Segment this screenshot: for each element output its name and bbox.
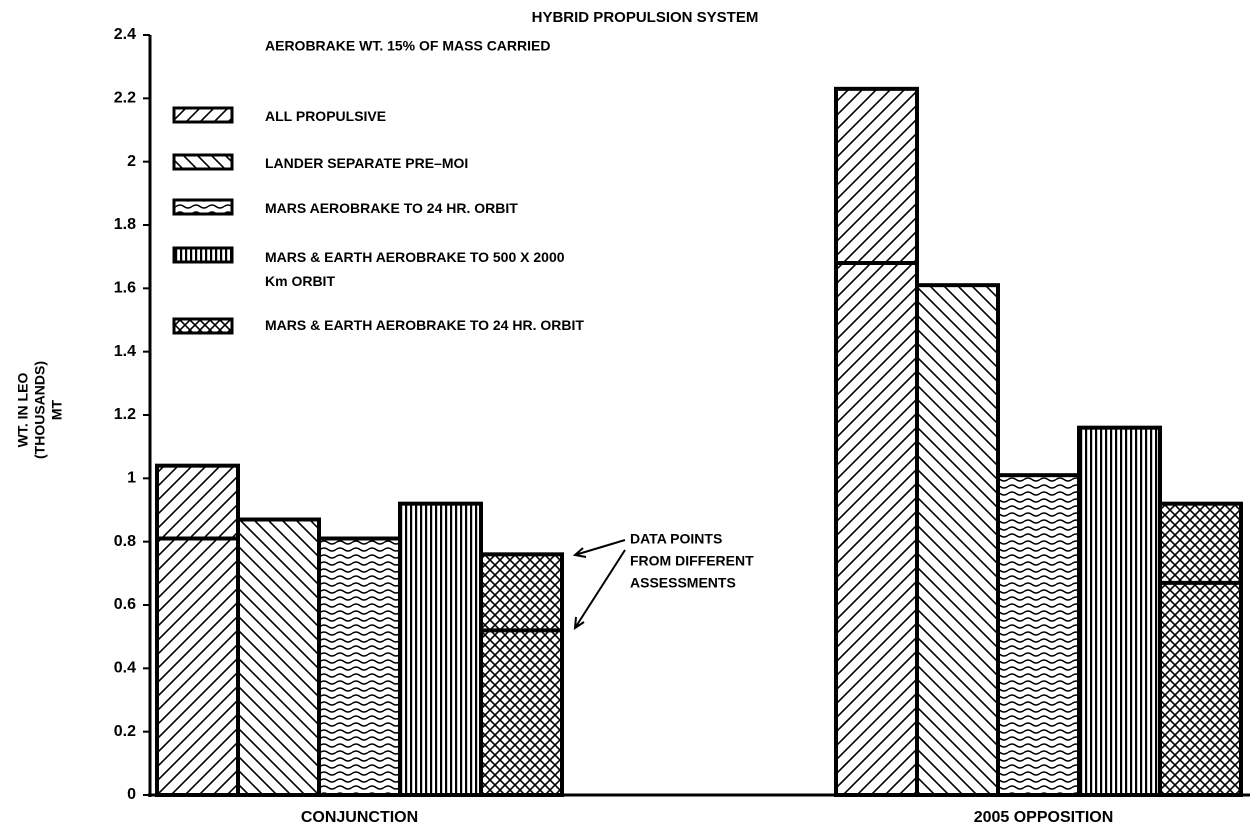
legend-swatch	[172, 106, 234, 124]
bar	[479, 552, 564, 797]
y-axis-label: MT	[49, 399, 65, 420]
y-tick-label: 0.4	[114, 660, 136, 677]
y-tick-label: 1.8	[114, 216, 136, 233]
annotation-arrows	[572, 539, 626, 630]
y-tick-label: 2	[127, 153, 136, 170]
legend-label: MARS & EARTH AEROBRAKE TO 24 HR. ORBIT	[265, 317, 584, 333]
bar	[996, 473, 1081, 797]
legend-swatch	[172, 317, 234, 335]
y-tick-label: 0.6	[114, 596, 136, 613]
subtitle: AEROBRAKE WT. 15% OF MASS CARRIED	[265, 38, 550, 54]
legend-label: MARS AEROBRAKE TO 24 HR. ORBIT	[265, 200, 518, 216]
annotation: DATA POINTS	[630, 531, 722, 547]
y-axis-label: WT. IN LEO	[15, 373, 31, 448]
y-tick-label: 1.4	[114, 343, 136, 360]
x-tick-label: 2005 OPPOSITION	[974, 809, 1114, 826]
legend-label: ALL PROPULSIVE	[265, 108, 387, 124]
bar	[1077, 425, 1162, 797]
chart-title: HYBRID PROPULSION SYSTEM	[532, 9, 759, 26]
y-tick-label: 1	[127, 470, 136, 487]
bar	[155, 463, 240, 797]
bar	[398, 501, 483, 797]
y-tick-label: 2.4	[114, 26, 136, 43]
y-axis-label: (THOUSANDS)	[32, 361, 48, 459]
x-tick-label: CONJUNCTION	[301, 809, 418, 826]
y-tick-label: 0.2	[114, 723, 136, 740]
bar	[834, 86, 919, 798]
y-tick-label: 0.8	[114, 533, 136, 550]
bar	[236, 517, 321, 797]
legend-swatch	[172, 198, 234, 216]
y-tick-label: 2.2	[114, 90, 136, 107]
annotation: FROM DIFFERENT	[630, 553, 754, 569]
y-tick-label: 0	[127, 786, 136, 803]
legend-label: MARS & EARTH AEROBRAKE TO 500 X 2000 Km …	[265, 249, 565, 289]
legend-swatch	[172, 246, 234, 264]
annotation: ASSESSMENTS	[630, 575, 736, 591]
bar	[1158, 501, 1243, 797]
y-tick-label: 1.2	[114, 406, 136, 423]
legend-swatch	[172, 153, 234, 171]
bar	[317, 536, 402, 797]
bar	[915, 283, 1000, 797]
y-tick-label: 1.6	[114, 280, 136, 297]
legend-label: LANDER SEPARATE PRE–MOI	[265, 155, 469, 171]
